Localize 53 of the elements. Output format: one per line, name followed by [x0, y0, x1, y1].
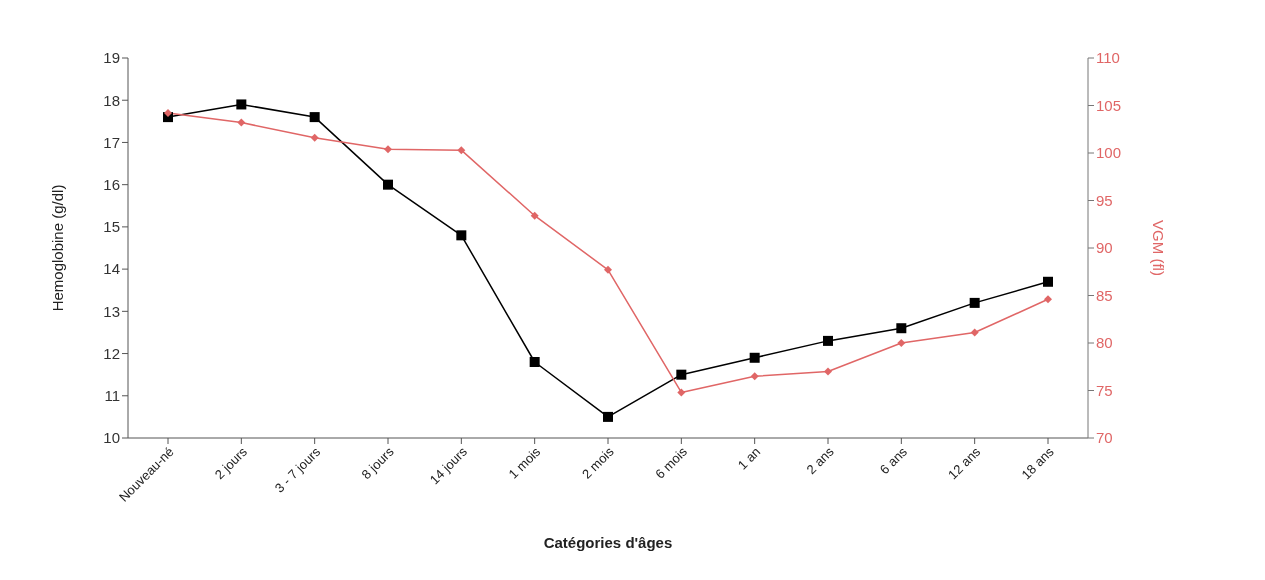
y-axis-title: Hemoglobine (g/dl)	[49, 184, 67, 312]
y-tick-label: 15	[103, 218, 120, 236]
point	[896, 323, 907, 334]
y2-tick-label: 75	[1096, 381, 1113, 399]
y-tick-label: 10	[103, 429, 120, 447]
point	[530, 211, 539, 220]
point	[823, 335, 833, 346]
point	[383, 179, 393, 190]
point	[604, 265, 612, 274]
point	[676, 369, 687, 380]
y-tick-label: 11	[104, 387, 120, 405]
y-tick-label: 14	[103, 260, 120, 278]
point	[750, 372, 759, 381]
y-tick-label: 13	[103, 302, 120, 320]
y-tick-label: 18	[103, 91, 120, 109]
x-tick-label: 1 an	[734, 444, 764, 473]
y-tick-label: 12	[103, 344, 120, 362]
y-tick-label: 16	[103, 175, 120, 193]
x-tick-label: 6 ans	[876, 443, 911, 478]
y2-tick-label: 85	[1096, 286, 1113, 304]
point	[1044, 295, 1052, 304]
point	[457, 146, 466, 155]
point	[309, 112, 320, 123]
point	[603, 411, 613, 422]
point	[1043, 276, 1053, 287]
point	[677, 388, 686, 397]
y2-tick-label: 80	[1096, 334, 1113, 352]
y2-tick-label: 110	[1096, 49, 1120, 67]
y2-tick-label: 100	[1096, 144, 1122, 162]
point	[236, 99, 247, 110]
x-tick-label: 18 ans	[1018, 443, 1057, 483]
point	[969, 297, 980, 308]
y2-tick-label: 105	[1096, 96, 1122, 114]
point	[310, 133, 319, 142]
x-tick-label: 12 ans	[945, 443, 984, 483]
x-axis-title: Catégories d'âges	[543, 534, 673, 551]
y2-tick-label: 95	[1096, 191, 1113, 209]
point	[529, 357, 540, 367]
point	[970, 328, 979, 337]
point	[824, 367, 832, 376]
y-tick-label: 17	[103, 133, 120, 151]
y2-tick-label: 70	[1096, 429, 1113, 447]
y2-axis-title: VGM (fl)	[1149, 220, 1167, 276]
x-tick-label: 1 mois	[505, 443, 544, 482]
point	[384, 145, 392, 154]
point	[749, 352, 760, 363]
point	[164, 109, 172, 118]
y2-tick-label: 90	[1096, 239, 1113, 257]
x-tick-label: 2 ans	[803, 443, 837, 478]
point	[456, 230, 467, 241]
y-tick-label: 19	[103, 49, 120, 67]
point	[897, 339, 906, 347]
point	[237, 118, 246, 127]
